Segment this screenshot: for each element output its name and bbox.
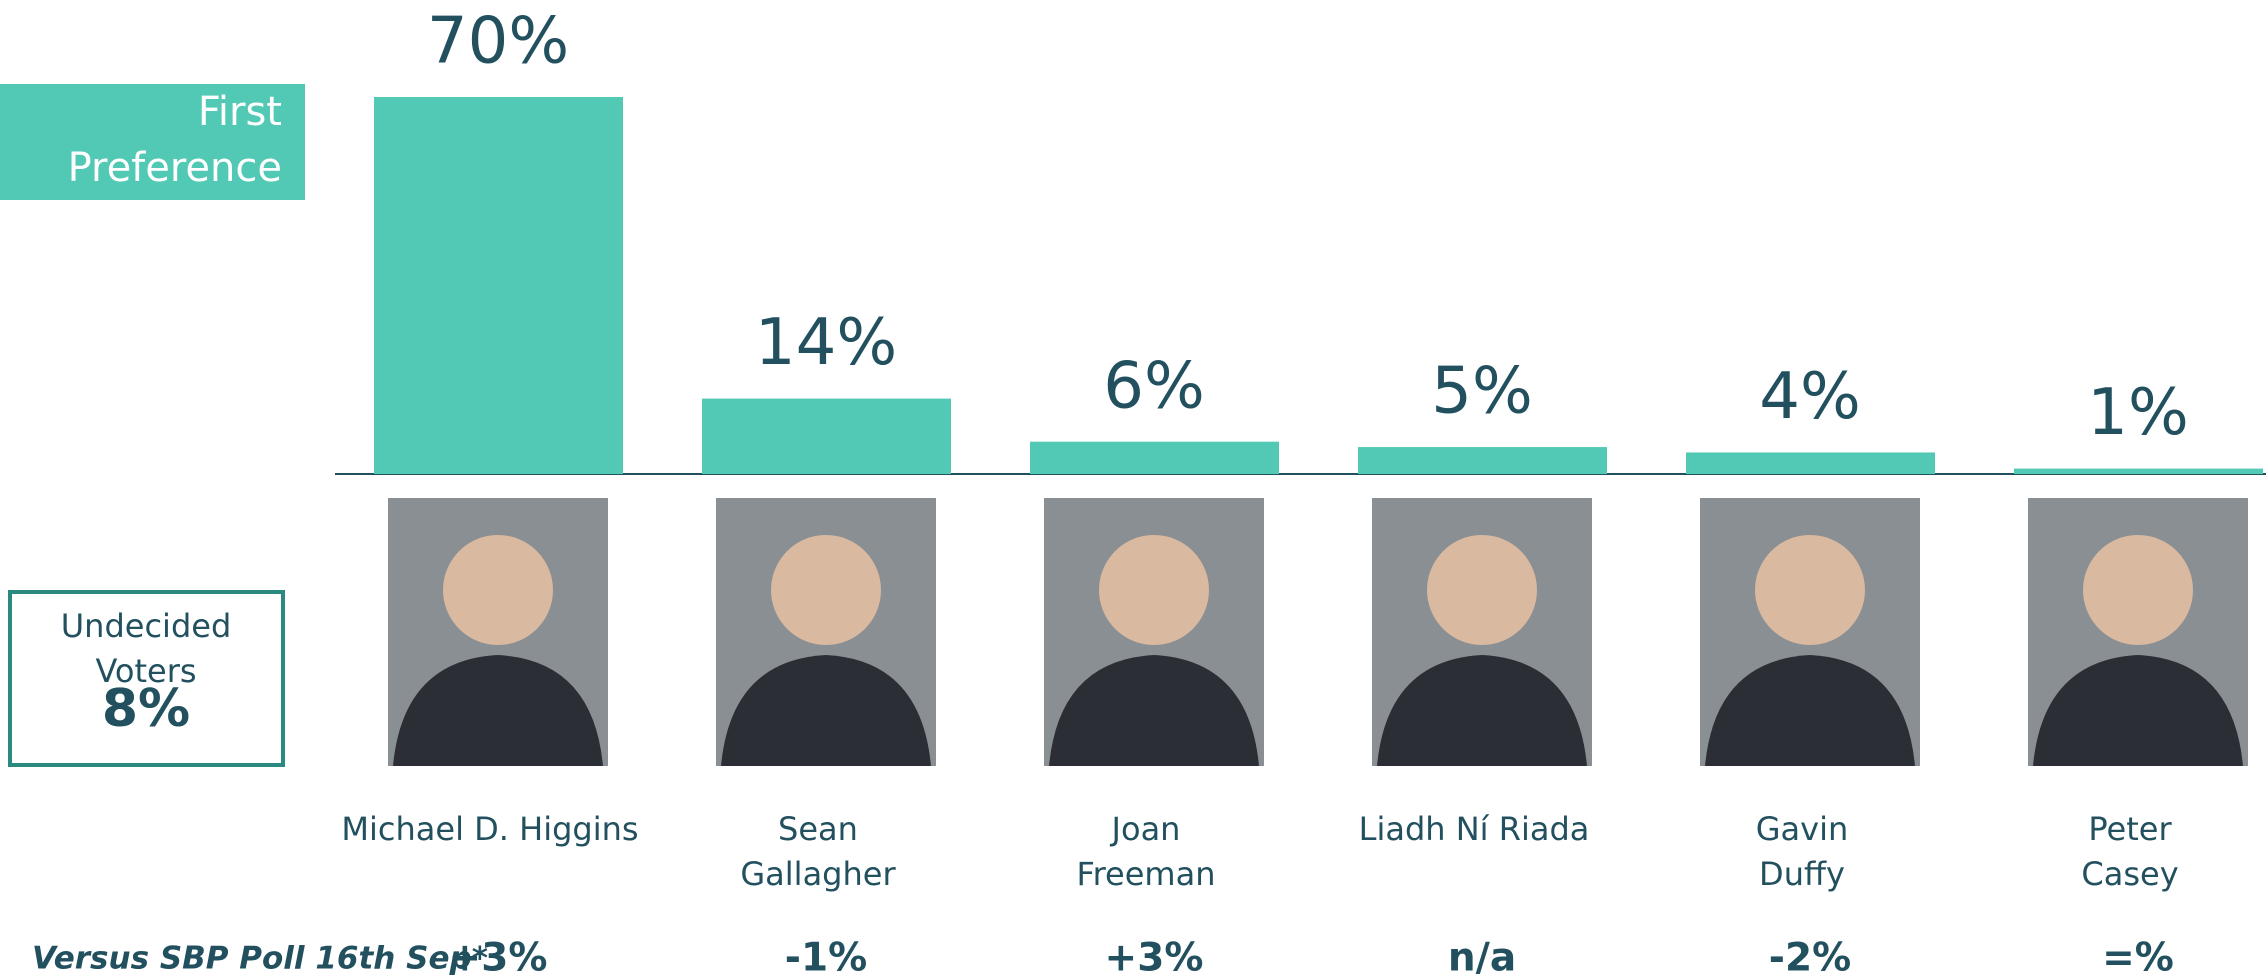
value-label: 1% xyxy=(2087,376,2189,450)
photo-body xyxy=(393,655,603,766)
photo-body xyxy=(1377,655,1587,766)
bar xyxy=(1686,452,1935,474)
bar xyxy=(702,398,951,474)
photo-head xyxy=(2083,535,2193,645)
change-label: -2% xyxy=(1769,936,1851,980)
change-label: +3% xyxy=(1105,936,1204,980)
value-label: 4% xyxy=(1759,360,1861,434)
photo-head xyxy=(1427,535,1537,645)
undecided-value: 8% xyxy=(102,679,190,739)
bar xyxy=(1030,441,1279,474)
photo-head xyxy=(1099,535,1209,645)
category-label: Gavin Duffy xyxy=(1756,810,1849,893)
change-title: Versus SBP Poll 16th Sep* xyxy=(32,941,488,977)
undecided-box xyxy=(8,590,285,767)
photo-body xyxy=(721,655,931,766)
category-label: Liadh Ní Riada xyxy=(1359,810,1590,848)
category-label: Michael D. Higgins xyxy=(341,810,638,848)
category-label: Sean Gallagher xyxy=(740,810,896,893)
bar xyxy=(2014,468,2263,474)
change-label: +3% xyxy=(449,936,548,980)
value-label: 5% xyxy=(1431,355,1533,429)
change-label: -1% xyxy=(785,936,867,980)
category-label: Joan Freeman xyxy=(1077,810,1216,893)
legend-label: First Preference xyxy=(68,89,282,191)
photo-head xyxy=(443,535,553,645)
value-label: 6% xyxy=(1103,349,1205,423)
photo-body xyxy=(1705,655,1915,766)
bar xyxy=(374,97,623,474)
photo-head xyxy=(771,535,881,645)
change-label: =% xyxy=(2102,936,2174,980)
bar xyxy=(1358,447,1607,474)
photo-body xyxy=(2033,655,2243,766)
category-label: Peter Casey xyxy=(2081,810,2178,893)
photo-body xyxy=(1049,655,1259,766)
value-label: 14% xyxy=(755,306,897,380)
legend-box xyxy=(0,84,305,200)
photo-head xyxy=(1755,535,1865,645)
undecided-label: Undecided Voters xyxy=(61,607,232,690)
change-label: n/a xyxy=(1448,936,1516,980)
value-label: 70% xyxy=(427,5,569,79)
